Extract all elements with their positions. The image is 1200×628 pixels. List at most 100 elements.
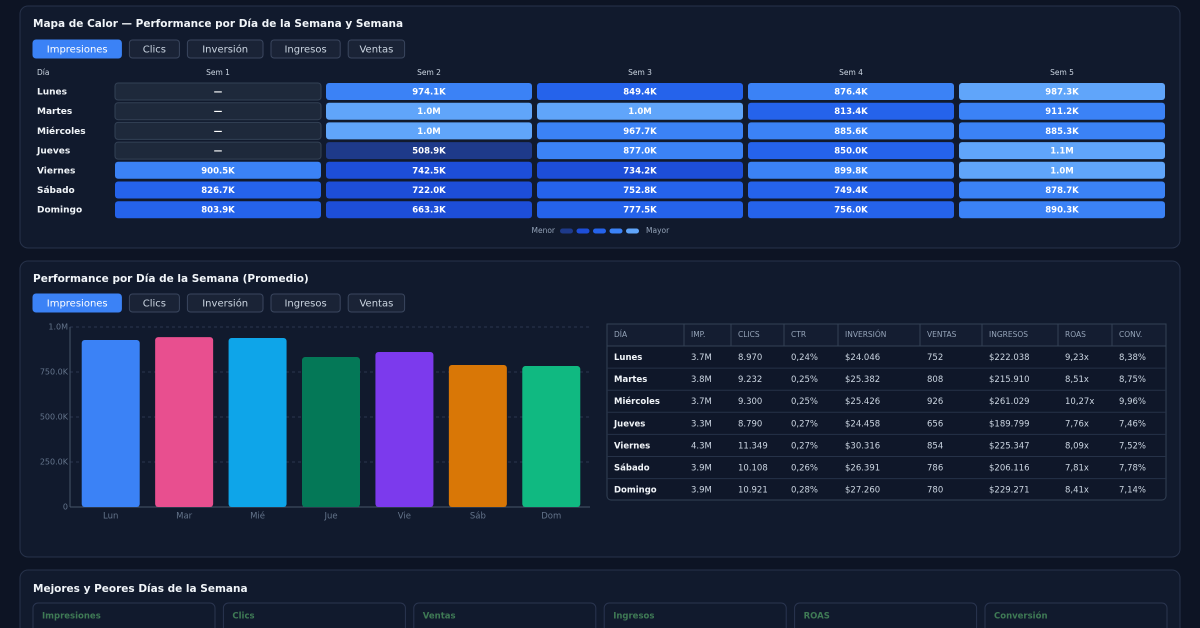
row-label: Martes bbox=[37, 107, 72, 117]
table-cell: 7,14% bbox=[1119, 486, 1146, 496]
column-label: Sem 2 bbox=[417, 68, 441, 77]
table-cell: $222.038 bbox=[989, 353, 1030, 363]
tab[interactable] bbox=[186, 39, 264, 59]
cell-label: 734.2K bbox=[623, 166, 657, 176]
table-cell: 4.3M bbox=[691, 441, 712, 451]
cell-label: 877.0K bbox=[623, 147, 657, 157]
tab[interactable] bbox=[270, 39, 341, 59]
table-cell: 926 bbox=[927, 397, 943, 407]
heat-cell bbox=[959, 161, 1165, 179]
row-label: Miércoles bbox=[614, 396, 660, 407]
cell-label: 885.3K bbox=[1045, 127, 1079, 137]
table-cell: $261.029 bbox=[989, 397, 1030, 407]
cell-label: 826.7K bbox=[201, 186, 235, 196]
heat-cell bbox=[326, 161, 532, 179]
summary-card bbox=[603, 602, 787, 628]
empty-cell bbox=[114, 141, 322, 160]
heat-cell bbox=[115, 181, 321, 199]
tab-label[interactable]: Impresiones bbox=[47, 45, 108, 56]
table-cell: 7,81x bbox=[1065, 464, 1089, 474]
table-cell: 0,25% bbox=[791, 397, 818, 407]
y-tick-label: 1.0M bbox=[48, 323, 68, 332]
cell-label: 974.1K bbox=[412, 88, 446, 98]
legend-swatch bbox=[576, 228, 590, 234]
table-cell: 786 bbox=[927, 464, 943, 474]
column-header: CTR bbox=[791, 330, 806, 339]
tab-label[interactable]: Ingresos bbox=[284, 45, 326, 56]
tab[interactable] bbox=[128, 293, 180, 313]
table-cell: $27.260 bbox=[845, 486, 880, 496]
summary-card bbox=[413, 602, 597, 628]
tab[interactable] bbox=[186, 293, 264, 313]
tab[interactable] bbox=[32, 39, 122, 59]
column-label: Sem 5 bbox=[1050, 68, 1074, 77]
tab[interactable] bbox=[128, 39, 180, 59]
cell-label: — bbox=[214, 147, 223, 157]
cell-label: 742.5K bbox=[412, 166, 446, 176]
tab-label[interactable]: Ventas bbox=[359, 45, 393, 56]
bar bbox=[522, 366, 581, 507]
card-label: Clics bbox=[232, 612, 254, 622]
legend-low: Menor bbox=[531, 226, 555, 235]
heat-cell bbox=[326, 142, 532, 160]
x-tick-label: Jue bbox=[323, 512, 337, 522]
cell-label: 849.4K bbox=[623, 88, 657, 98]
card-label: Ventas bbox=[423, 612, 456, 622]
cell-label: 987.3K bbox=[1045, 88, 1079, 98]
cell-label: — bbox=[214, 88, 223, 98]
heat-cell bbox=[537, 122, 743, 140]
tab-label[interactable]: Inversión bbox=[202, 44, 248, 56]
table-cell: 780 bbox=[927, 486, 943, 496]
tab-label[interactable]: Clics bbox=[143, 299, 166, 310]
tab[interactable] bbox=[347, 293, 406, 313]
y-tick-label: 750.0K bbox=[40, 368, 69, 377]
cell-label: 967.7K bbox=[623, 127, 657, 137]
heat-cell bbox=[537, 102, 743, 120]
tab-label[interactable]: Clics bbox=[143, 45, 166, 56]
empty-cell bbox=[114, 121, 322, 140]
heat-cell bbox=[959, 122, 1165, 140]
tab[interactable] bbox=[32, 293, 122, 313]
heat-cell bbox=[748, 201, 954, 219]
table-cell: 9,96% bbox=[1119, 397, 1146, 407]
cell-label: 1.0M bbox=[417, 107, 441, 117]
cell-label: — bbox=[214, 107, 223, 117]
table-cell: 7,46% bbox=[1119, 419, 1146, 429]
table-cell: 0,25% bbox=[791, 375, 818, 385]
cell-label: 885.6K bbox=[834, 127, 868, 137]
tab-label[interactable]: Inversión bbox=[202, 298, 248, 310]
cell-label: 878.7K bbox=[1045, 186, 1079, 196]
x-tick-label: Sáb bbox=[470, 512, 486, 522]
cell-label: 899.8K bbox=[834, 166, 868, 176]
row-label: Miércoles bbox=[37, 126, 86, 137]
column-header: VENTAS bbox=[927, 330, 957, 339]
table-cell: 8.970 bbox=[738, 353, 762, 363]
tab-label[interactable]: Ventas bbox=[359, 299, 393, 310]
column-header: INGRESOS bbox=[989, 330, 1028, 339]
table-cell: 8.790 bbox=[738, 419, 762, 429]
heat-cell bbox=[748, 122, 954, 140]
column-label: Sem 3 bbox=[628, 68, 652, 77]
cell-label: 813.4K bbox=[834, 107, 868, 117]
heat-cell bbox=[748, 181, 954, 199]
heat-cell bbox=[537, 142, 743, 160]
cell-label: 876.4K bbox=[834, 88, 868, 98]
table-cell: 3.9M bbox=[691, 464, 712, 474]
cell-label: 900.5K bbox=[201, 166, 235, 176]
column-header: IMP. bbox=[691, 330, 705, 339]
row-label: Martes bbox=[614, 375, 647, 385]
tab-label[interactable]: Ingresos bbox=[284, 299, 326, 310]
column-label: Sem 1 bbox=[206, 68, 230, 77]
heat-cell bbox=[537, 161, 743, 179]
tab[interactable] bbox=[270, 293, 341, 313]
table-cell: 656 bbox=[927, 419, 943, 429]
column-header: CLICS bbox=[738, 330, 760, 339]
legend-high: Mayor bbox=[646, 226, 670, 235]
heat-cell bbox=[326, 122, 532, 140]
column-header: INVERSIÓN bbox=[845, 330, 886, 339]
summary-card bbox=[222, 602, 406, 628]
tab-label[interactable]: Impresiones bbox=[47, 299, 108, 310]
tab[interactable] bbox=[347, 39, 406, 59]
column-header: DÍA bbox=[614, 330, 628, 339]
